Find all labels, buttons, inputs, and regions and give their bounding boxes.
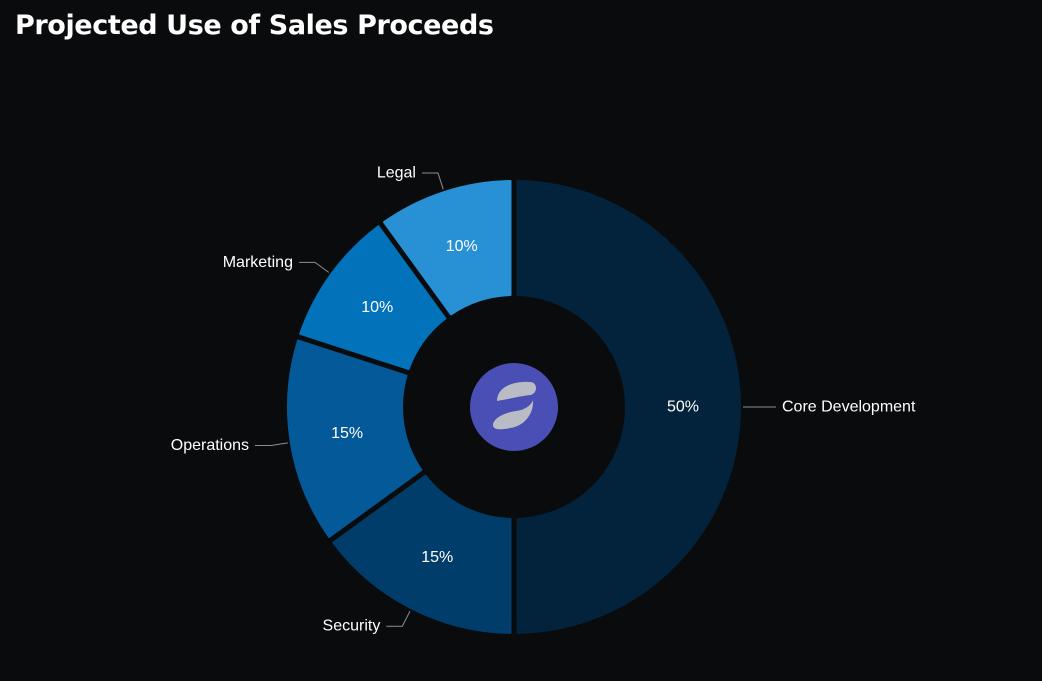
leader-line-operations xyxy=(255,442,288,446)
slice-category-label-operations: Operations xyxy=(171,437,249,454)
slice-core-development[interactable] xyxy=(516,180,741,634)
slice-value-label-marketing: 10% xyxy=(361,299,393,316)
leader-line-legal xyxy=(421,172,444,190)
logo-mark xyxy=(493,381,536,430)
slice-value-label-operations: 15% xyxy=(331,425,363,442)
logo-badge xyxy=(470,363,558,451)
slice-category-label-core-development: Core Development xyxy=(782,399,916,416)
slice-category-label-legal: Legal xyxy=(377,165,416,182)
slice-operations[interactable] xyxy=(287,339,423,538)
slice-category-label-security: Security xyxy=(323,618,381,635)
slice-marketing[interactable] xyxy=(299,225,447,371)
slice-security[interactable] xyxy=(332,474,512,634)
slice-value-label-legal: 10% xyxy=(446,238,478,255)
page-title: Projected Use of Sales Proceeds xyxy=(15,10,494,41)
token-logo-icon xyxy=(470,363,558,451)
slice-category-labels: Core Development Security Operations Market… xyxy=(171,165,916,635)
slice-legal[interactable] xyxy=(383,180,512,316)
slice-value-labels: 50% 15% 15% 10% 10% xyxy=(331,238,699,566)
leader-line-marketing xyxy=(298,261,330,273)
donut-slices xyxy=(287,180,741,634)
slice-category-label-marketing: Marketing xyxy=(223,254,293,271)
slice-value-label-security: 15% xyxy=(421,549,453,566)
slice-value-label-core-development: 50% xyxy=(667,399,699,416)
leader-line-security xyxy=(386,610,411,627)
